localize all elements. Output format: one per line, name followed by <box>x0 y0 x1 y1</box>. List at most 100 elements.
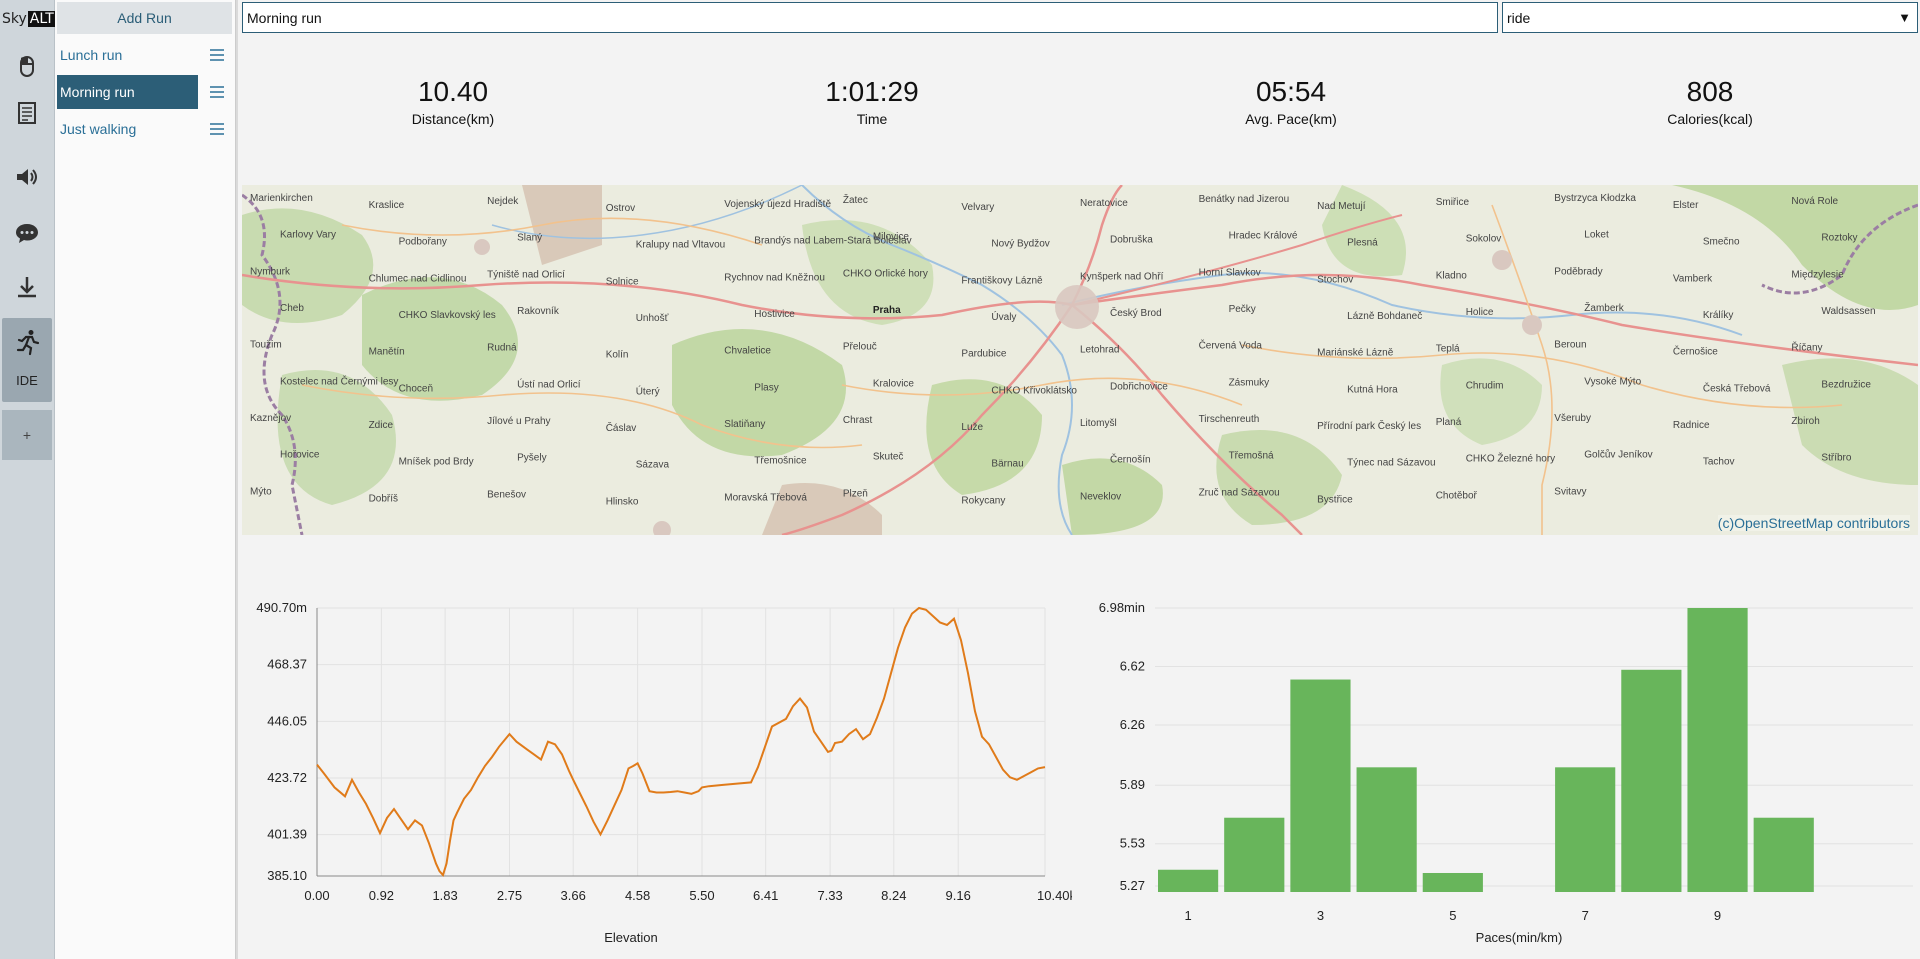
hamburger-menu-icon[interactable] <box>209 121 225 137</box>
y-tick-label: 490.70m <box>256 600 307 615</box>
map-place-label: Stříbro <box>1821 453 1851 464</box>
activity-rail: Sky ALT IDE + <box>0 0 56 959</box>
map-place-label: Milovice <box>873 232 910 243</box>
run-label: Morning run <box>57 75 198 109</box>
map-place-label: Dobřichovice <box>1110 381 1168 392</box>
x-tick-label: 0.92 <box>369 888 394 903</box>
hamburger-menu-icon[interactable] <box>209 84 225 100</box>
x-tick-label: 1 <box>1184 908 1191 923</box>
map-place-label: Manětín <box>369 347 405 358</box>
mouse-icon[interactable] <box>0 40 54 94</box>
run-item-walking[interactable]: Just walking <box>57 112 232 146</box>
x-tick-label: 0.00 <box>304 888 329 903</box>
map-place-label: Międzylesie <box>1791 269 1844 280</box>
map-place-label: Luže <box>961 422 983 433</box>
y-tick-label: 468.37 <box>267 657 307 672</box>
elevation-chart: 490.70m 468.37 446.05 423.72 401.39 385.10 0.0… <box>256 600 1072 945</box>
map-place-label: Plasy <box>754 382 778 393</box>
map-place-label: Ostrov <box>606 203 635 214</box>
map-place-label: Zruč nad Sázavou <box>1199 487 1280 498</box>
map-place-label: Rokycany <box>961 495 1005 506</box>
elevation-line <box>316 606 1046 877</box>
map-place-label: Letohrad <box>1080 345 1119 356</box>
map-place-label: Svitavy <box>1554 486 1586 497</box>
map-attribution[interactable]: (c)OpenStreetMap contributors <box>1717 515 1910 531</box>
document-icon[interactable] <box>0 86 54 140</box>
map-place-label: Neratovice <box>1080 198 1128 209</box>
map-place-label: Slaný <box>517 233 542 244</box>
map-place-label: Rychnov nad Kněžnou <box>724 272 825 283</box>
stat-time: 1:01:29 Time <box>772 76 972 127</box>
y-tick-label: 6.26 <box>1120 717 1145 732</box>
download-icon[interactable] <box>0 260 54 314</box>
run-item-morning[interactable]: Morning run <box>57 75 232 109</box>
map-place-label: Nová Role <box>1791 196 1838 207</box>
run-item-lunch[interactable]: Lunch run <box>57 38 232 72</box>
map-place-label: Beroun <box>1554 340 1586 351</box>
y-tick-label: 5.27 <box>1120 878 1145 893</box>
map-place-label: Radnice <box>1673 420 1710 431</box>
y-tick-label: 5.53 <box>1120 836 1145 851</box>
map-place-label: Skuteč <box>873 452 904 463</box>
x-tick-label: 7 <box>1582 908 1589 923</box>
rail-add-button[interactable]: + <box>2 410 52 460</box>
map-place-label: Kladno <box>1436 270 1468 281</box>
app-logo: Sky ALT <box>2 11 56 27</box>
map-place-label: Tachov <box>1703 457 1735 468</box>
map-place-label: Chlumec nad Cidlinou <box>369 273 467 284</box>
map-place-label: Kraslice <box>369 200 405 211</box>
map-place-label: Týnec nad Sázavou <box>1347 458 1435 469</box>
map-place-label: Neveklov <box>1080 491 1121 502</box>
map-place-label: Úvaly <box>991 310 1016 323</box>
map-place-label: Smečno <box>1703 237 1740 248</box>
hamburger-menu-icon[interactable] <box>209 47 225 63</box>
run-type-select[interactable]: ride ▼ <box>1502 2 1918 33</box>
stat-label: Calories(kcal) <box>1667 111 1753 127</box>
x-tick-label: 3.66 <box>561 888 586 903</box>
map-place-label: Planá <box>1436 417 1462 428</box>
map-place-label: Pardubice <box>961 349 1006 360</box>
map-place-label: Zásmuky <box>1229 377 1270 388</box>
dropdown-arrow-icon: ▼ <box>1898 10 1911 25</box>
map-place-label: Rakovník <box>517 306 560 317</box>
map-place-label: Přírodní park Český les <box>1317 419 1421 432</box>
map-place-label: Kutná Hora <box>1347 384 1398 395</box>
map-place-label: Choceň <box>399 383 433 394</box>
map-place-label: Úterý <box>636 384 660 397</box>
run-label: Lunch run <box>60 47 123 63</box>
stat-label: Avg. Pace(km) <box>1245 111 1337 127</box>
map-place-label: Zdice <box>369 420 394 431</box>
rail-item-ide[interactable]: IDE <box>2 318 52 402</box>
route-map[interactable]: Marienkirchen Kraslice Nejdek Ostrov Vojensk… <box>242 185 1918 535</box>
map-place-label: Dobříš <box>369 493 398 504</box>
map-place-label: Zbiroh <box>1791 416 1819 427</box>
map-place-label: Velvary <box>961 202 994 213</box>
map-place-label: Červená Voda <box>1199 339 1263 352</box>
map-place-label: Dobruška <box>1110 235 1153 246</box>
pace-chart: 6.98min 6.62 6.26 5.89 5.53 5.27 1 3 5 7 9 Paces(mi… <box>1099 600 1913 945</box>
speaker-icon[interactable] <box>0 150 54 204</box>
map-place-label: Cheb <box>280 303 304 314</box>
map-place-label: Přelouč <box>843 342 877 353</box>
panel-divider[interactable] <box>236 0 238 959</box>
map-place-label: Nejdek <box>487 196 519 207</box>
map-place-label: Stochov <box>1317 274 1353 285</box>
map-place-label: Černošín <box>1110 453 1151 466</box>
y-tick-label: 6.62 <box>1120 659 1145 674</box>
x-tick-label: 4.58 <box>625 888 650 903</box>
run-title-input[interactable] <box>242 2 1498 33</box>
map-place-label: Kaznějov <box>250 413 291 424</box>
chat-icon[interactable] <box>0 206 54 260</box>
map-place-label: Nymburk <box>250 266 291 277</box>
x-tick-label: 3 <box>1317 908 1324 923</box>
map-place-label: Bezdružice <box>1821 379 1871 390</box>
map-tiles: Marienkirchen Kraslice Nejdek Ostrov Vojensk… <box>242 185 1918 535</box>
run-label: Just walking <box>60 121 137 137</box>
map-place-label: Bystrzyca Kłodzka <box>1554 193 1636 204</box>
pace-bar <box>1356 767 1417 892</box>
map-place-label: Golčův Jeníkov <box>1584 449 1652 461</box>
x-tick-label: 10.40km <box>1037 888 1072 903</box>
map-place-label: Toužim <box>250 340 282 351</box>
add-run-button[interactable]: Add Run <box>57 2 232 34</box>
map-place-label: Všeruby <box>1554 413 1591 424</box>
